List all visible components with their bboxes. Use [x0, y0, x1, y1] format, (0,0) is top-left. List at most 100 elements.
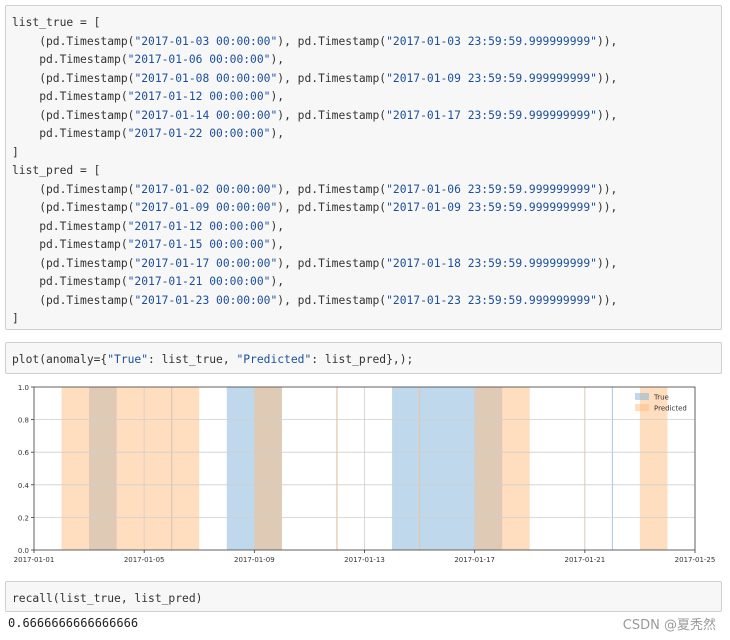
code-string: "2017-01-03 23:59:59.999999999"	[386, 34, 597, 48]
code-token: ),	[270, 53, 285, 66]
code-token: )),	[596, 293, 618, 307]
code-string: "2017-01-02 00:00:00"	[134, 182, 278, 196]
x-tick-label: 2017-01-09	[234, 556, 275, 564]
code-editor-recall[interactable]: recall(list_true, list_pred)	[6, 582, 721, 617]
code-token: ), pd.Timestamp(	[277, 108, 387, 122]
x-tick-label: 2017-01-21	[564, 556, 605, 564]
code-token: pd.Timestamp(	[12, 238, 128, 251]
code-line: (pd.Timestamp("2017-01-09 00:00:00"), pd…	[12, 201, 617, 214]
predicted-span	[254, 387, 282, 550]
code-line: list_true = [	[12, 16, 100, 29]
code-string: "2017-01-12 00:00:00"	[127, 219, 271, 233]
x-tick-label: 2017-01-13	[344, 556, 385, 564]
code-line: ]	[12, 146, 19, 159]
x-tick-label: 2017-01-01	[14, 556, 55, 564]
code-token: ]	[12, 145, 19, 159]
y-tick-label: 0.0	[18, 547, 29, 555]
code-string: "Predicted"	[236, 353, 312, 366]
code-line: list_pred = [	[12, 164, 100, 177]
code-string: "2017-01-23 23:59:59.999999999"	[386, 293, 597, 307]
code-line: pd.Timestamp("2017-01-15 00:00:00"),	[12, 238, 284, 251]
code-cell-recall[interactable]: recall(list_true, list_pred)	[5, 581, 722, 612]
code-token: )),	[596, 201, 618, 214]
code-string: "2017-01-09 00:00:00"	[134, 201, 278, 214]
y-tick-label: 1.0	[18, 384, 29, 392]
code-token: ), pd.Timestamp(	[277, 201, 387, 214]
code-token: )),	[596, 34, 618, 48]
code-line: ]	[12, 312, 19, 325]
code-token: )),	[596, 108, 618, 122]
code-token: ),	[270, 275, 285, 288]
code-token: )),	[596, 71, 618, 85]
code-line: pd.Timestamp("2017-01-06 00:00:00"),	[12, 53, 284, 66]
code-string: "2017-01-22 00:00:00"	[127, 127, 271, 140]
code-cell-plot[interactable]: plot(anomaly={"True": list_true, "Predic…	[5, 342, 722, 374]
y-tick-label: 0.2	[18, 514, 29, 522]
code-string: "2017-01-17 23:59:59.999999999"	[386, 108, 597, 122]
code-token: ),	[270, 127, 285, 140]
code-token: ), pd.Timestamp(	[277, 71, 387, 85]
code-token: pd.Timestamp(	[12, 90, 128, 103]
code-token: ), pd.Timestamp(	[277, 293, 387, 307]
code-token: ), pd.Timestamp(	[277, 34, 387, 48]
code-token: (pd.Timestamp(	[12, 71, 135, 85]
code-line: pd.Timestamp("2017-01-12 00:00:00"),	[12, 220, 284, 233]
code-token: (pd.Timestamp(	[12, 256, 135, 270]
code-line: (pd.Timestamp("2017-01-14 00:00:00"), pd…	[12, 109, 617, 122]
anomaly-chart: 0.0 0.2 0.4 0.6 0.8 1.0 2017-01-01 2017-01-05 20…	[14, 384, 716, 564]
code-string: "2017-01-08 00:00:00"	[134, 71, 278, 85]
code-token: list_true = [	[12, 16, 101, 29]
code-editor-plot[interactable]: plot(anomaly={"True": list_true, "Predic…	[6, 343, 721, 378]
recall-output: 0.6666666666666666	[8, 616, 139, 630]
code-token: ),	[270, 238, 285, 251]
code-line: (pd.Timestamp("2017-01-23 00:00:00"), pd…	[12, 294, 617, 307]
code-token: pd.Timestamp(	[12, 127, 128, 140]
code-line: recall(list_true, list_pred)	[12, 592, 202, 605]
legend-swatch	[635, 404, 649, 411]
y-tick-label: 0.8	[18, 417, 29, 425]
code-line: (pd.Timestamp("2017-01-08 00:00:00"), pd…	[12, 72, 617, 85]
y-tick-label: 0.6	[18, 449, 30, 457]
x-tick-label: 2017-01-05	[124, 556, 165, 564]
code-token: )),	[596, 182, 618, 196]
code-token: : list_true,	[148, 353, 237, 366]
code-token: recall(list_true, list_pred)	[12, 592, 203, 605]
code-token: ), pd.Timestamp(	[277, 182, 387, 196]
legend-label: Predicted	[654, 405, 687, 413]
code-token: (pd.Timestamp(	[12, 201, 135, 214]
code-token: (pd.Timestamp(	[12, 108, 135, 122]
code-token: ),	[270, 90, 285, 103]
x-tick-label: 2017-01-25	[675, 556, 716, 564]
code-string: "2017-01-15 00:00:00"	[127, 238, 271, 251]
predicted-span	[639, 387, 668, 550]
plot-frame	[33, 386, 696, 551]
code-line: (pd.Timestamp("2017-01-03 00:00:00"), pd…	[12, 35, 617, 48]
code-token: pd.Timestamp(	[12, 219, 128, 233]
code-string: "2017-01-17 00:00:00"	[134, 256, 278, 270]
legend-swatch	[635, 393, 649, 400]
code-token: ), pd.Timestamp(	[277, 256, 387, 270]
code-line: (pd.Timestamp("2017-01-02 00:00:00"), pd…	[12, 183, 617, 196]
code-line: plot(anomaly={"True": list_true, "Predic…	[12, 353, 413, 366]
y-tick-label: 0.4	[18, 482, 30, 490]
code-string: "2017-01-21 00:00:00"	[127, 275, 271, 288]
code-editor-lists[interactable]: list_true = [ (pd.Timestamp("2017-01-03 …	[6, 6, 721, 337]
code-string: "2017-01-03 00:00:00"	[134, 34, 278, 48]
code-string: "2017-01-09 23:59:59.999999999"	[386, 71, 597, 85]
watermark: CSDN @夏秃然	[622, 618, 716, 633]
predicted-span	[474, 387, 530, 550]
code-string: "2017-01-14 00:00:00"	[134, 108, 278, 122]
code-token: list_pred = [	[12, 164, 101, 177]
predicted-span	[61, 387, 200, 550]
code-string: "2017-01-06 23:59:59.999999999"	[386, 182, 597, 196]
code-string: "2017-01-09 23:59:59.999999999"	[386, 201, 597, 214]
code-token: pd.Timestamp(	[12, 53, 128, 66]
code-token: ]	[12, 312, 19, 325]
code-string: "2017-01-12 00:00:00"	[127, 90, 271, 103]
code-token: )),	[596, 256, 618, 270]
code-string: "2017-01-23 00:00:00"	[134, 293, 278, 307]
code-line: pd.Timestamp("2017-01-21 00:00:00"),	[12, 275, 284, 288]
x-tick-label: 2017-01-17	[454, 556, 495, 564]
code-cell-lists[interactable]: list_true = [ (pd.Timestamp("2017-01-03 …	[5, 5, 722, 330]
code-token: pd.Timestamp(	[12, 275, 128, 288]
